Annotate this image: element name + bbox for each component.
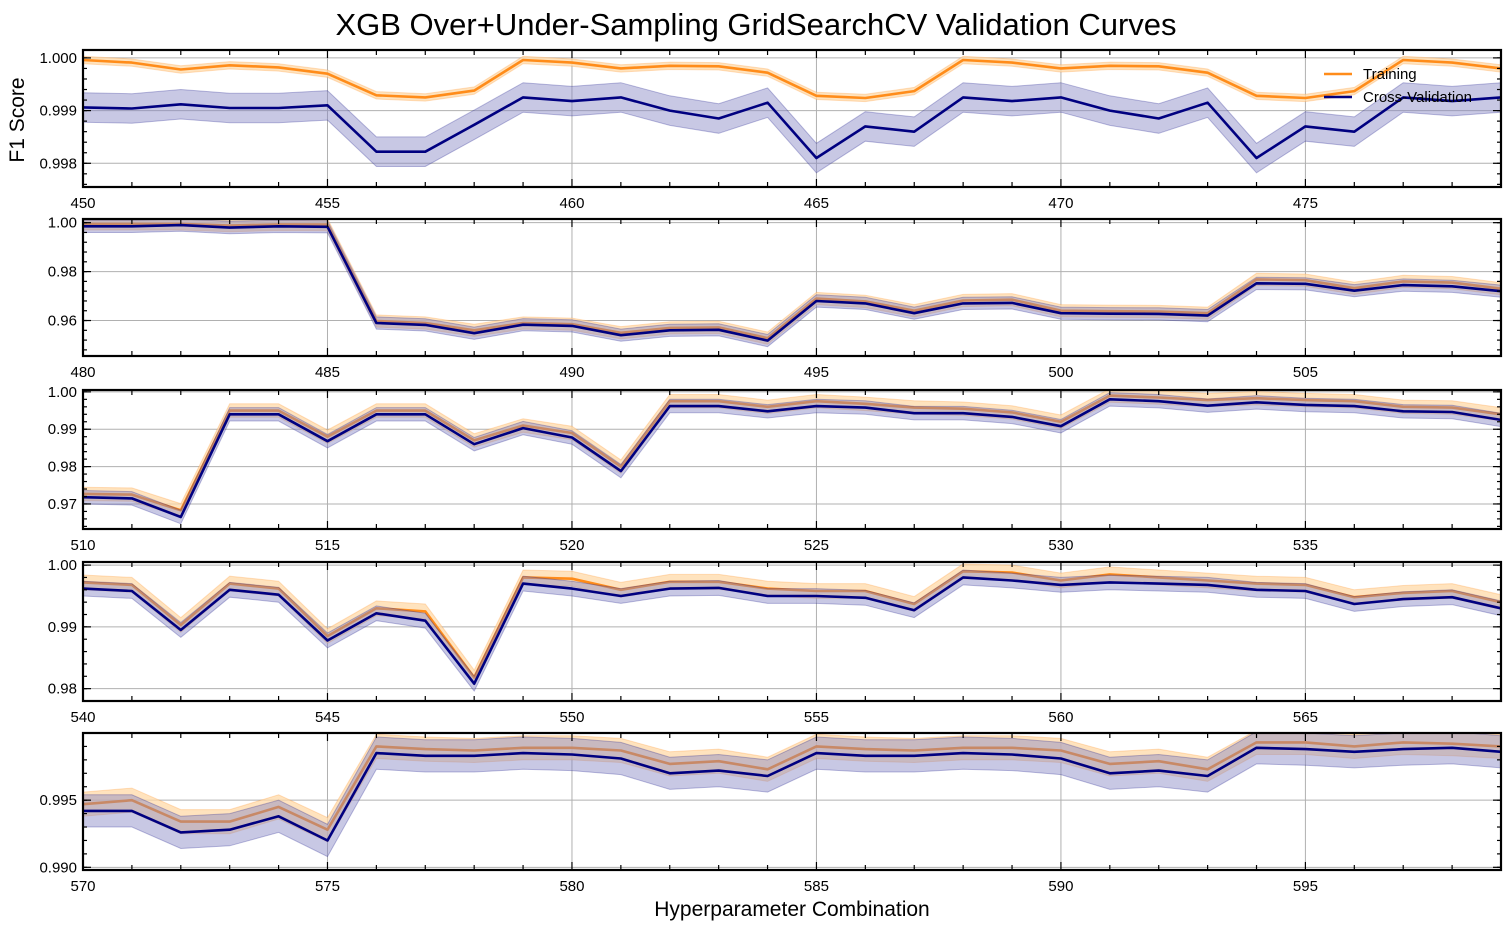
x-tick-label: 545 (315, 709, 340, 726)
x-tick-label: 520 (559, 537, 584, 554)
x-tick-label: 490 (559, 364, 584, 381)
x-tick-label: 500 (1048, 364, 1073, 381)
subplot-2: 480 485 490 495 500 505 0.96 0.98 1.00 (48, 215, 1503, 381)
x-tick-label: 485 (315, 364, 340, 381)
plot-area (83, 219, 1501, 348)
y-tick-label: 0.98 (48, 459, 77, 476)
x-tick-label: 550 (559, 709, 584, 726)
x-tick-label: 480 (70, 364, 95, 381)
x-tick-label: 565 (1293, 709, 1318, 726)
y-tick-label: 0.995 (39, 792, 77, 809)
x-tick-label: 580 (559, 878, 584, 895)
ticks (82, 219, 1502, 356)
x-tick-label: 570 (70, 878, 95, 895)
subplot-5: 570 575 580 585 590 595 0.990 0.995 (39, 731, 1503, 895)
x-tick-label: 470 (1048, 195, 1073, 212)
x-tick-label: 540 (70, 709, 95, 726)
ticks (82, 50, 1502, 187)
series-cv-line (83, 223, 1501, 342)
series-training-line (83, 741, 1501, 832)
series-training-line (83, 222, 1501, 340)
y-tick-label: 0.99 (48, 619, 77, 636)
ticks (82, 562, 1502, 702)
x-tick-label: 560 (1048, 709, 1073, 726)
subplot-4: 540 545 550 555 560 565 0.98 0.99 1.00 (48, 557, 1503, 726)
series-training-band (83, 55, 1501, 103)
grid (82, 50, 1501, 187)
y-tick-label: 0.998 (39, 155, 77, 172)
series-training-line (83, 569, 1501, 679)
subplot-1: 450 455 460 465 470 475 0.998 0.999 1.000 (39, 48, 1503, 212)
x-tick-label: 530 (1048, 537, 1073, 554)
x-tick-label: 450 (70, 195, 95, 212)
ticks (82, 390, 1502, 529)
x-tick-label: 525 (804, 537, 829, 554)
series-training-band (83, 563, 1501, 686)
plot-area (83, 390, 1501, 525)
x-tick-label: 460 (559, 195, 584, 212)
x-tick-label: 510 (70, 537, 95, 554)
y-tick-label: 1.00 (48, 384, 77, 401)
series-cv-line (83, 746, 1501, 842)
series-cv-band (83, 733, 1501, 858)
axes-frame (81, 560, 1503, 703)
x-tick-label: 585 (804, 878, 829, 895)
series-cv-line (83, 576, 1501, 686)
y-tick-label: 1.00 (48, 557, 77, 574)
legend: Training Cross-Validation (1324, 66, 1472, 106)
series-cv-line (83, 397, 1501, 519)
legend-training-label: Training (1363, 66, 1417, 83)
plot-area (83, 563, 1501, 693)
x-tick-label: 465 (804, 195, 829, 212)
y-tick-label: 0.98 (48, 264, 77, 281)
axes-frame (81, 217, 1503, 358)
ticks (82, 732, 1502, 870)
legend-cv-label: Cross-Validation (1363, 89, 1472, 106)
y-tick-label: 0.990 (39, 859, 77, 876)
x-tick-label: 475 (1293, 195, 1318, 212)
x-tick-label: 455 (315, 195, 340, 212)
x-tick-label: 535 (1293, 537, 1318, 554)
x-tick-label: 505 (1293, 364, 1318, 381)
y-tick-label: 0.98 (48, 681, 77, 698)
x-axis-label: Hyperparameter Combination (654, 898, 929, 921)
x-tick-label: 515 (315, 537, 340, 554)
x-tick-label: 575 (315, 878, 340, 895)
axes-frame (81, 48, 1503, 189)
axes-frame (81, 731, 1503, 872)
series-cv-band (83, 392, 1501, 525)
y-tick-label: 1.00 (48, 215, 77, 232)
subplot-3: 510 515 520 525 530 535 0.97 0.98 0.99 1.00 (48, 384, 1503, 554)
x-tick-label: 495 (804, 364, 829, 381)
chart-title: XGB Over+Under-Sampling GridSearchCV Val… (335, 7, 1176, 42)
x-tick-label: 595 (1293, 878, 1318, 895)
y-tick-label: 0.96 (48, 313, 77, 330)
plot-area (83, 55, 1501, 174)
x-tick-label: 555 (804, 709, 829, 726)
y-tick-label: 0.97 (48, 496, 77, 513)
series-training-line (83, 394, 1501, 512)
series-cv-band (83, 569, 1501, 693)
y-tick-label: 0.99 (48, 421, 77, 438)
y-tick-label: 0.999 (39, 103, 77, 120)
series-cv-band (83, 82, 1501, 174)
x-tick-label: 590 (1048, 878, 1073, 895)
series-training-line (83, 58, 1501, 100)
y-axis-label: F1 Score (6, 77, 29, 162)
series-cv-line (83, 96, 1501, 160)
y-tick-label: 1.000 (39, 50, 77, 67)
plot-area (83, 733, 1501, 858)
